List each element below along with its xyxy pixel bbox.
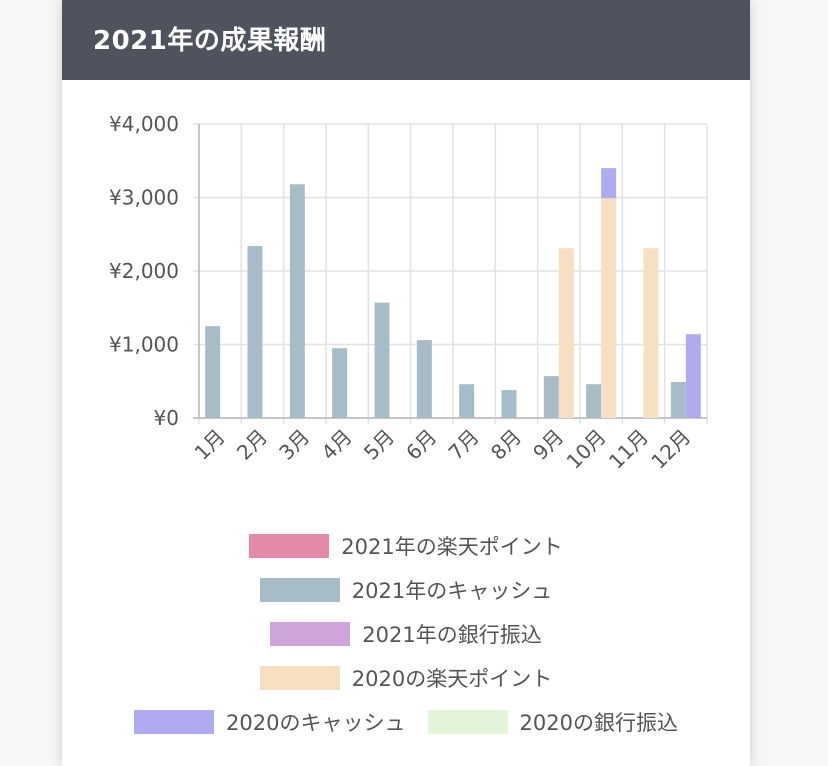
bar-2021年のキャッシュ — [459, 384, 475, 418]
x-tick-label: 3月 — [274, 425, 314, 465]
bar-2021年のキャッシュ — [247, 246, 263, 418]
legend-label: 2020の楽天ポイント — [351, 667, 553, 691]
x-tick-label: 8月 — [486, 425, 526, 465]
y-tick-label: ¥4,000 — [109, 112, 179, 136]
y-tick-label: ¥3,000 — [109, 186, 179, 210]
legend-swatch — [134, 710, 215, 734]
legend-row: 2021年の銀行振込 — [62, 619, 750, 649]
legend-swatch — [427, 710, 508, 734]
x-tick-label: 5月 — [359, 425, 399, 465]
bar-2021年のキャッシュ — [205, 326, 221, 418]
legend-label: 2020のキャッシュ — [226, 711, 406, 735]
x-tick-label: 4月 — [317, 425, 357, 465]
y-tick-label: ¥2,000 — [109, 259, 179, 283]
legend-swatch — [249, 534, 330, 558]
y-tick-label: ¥1,000 — [109, 333, 179, 357]
bar-2020の楽天ポイント — [601, 198, 617, 418]
legend-label: 2020の銀行振込 — [519, 711, 678, 735]
x-tick-label: 2月 — [232, 425, 272, 465]
bar-2020の楽天ポイント — [643, 248, 659, 418]
legend-row: 2020の楽天ポイント — [62, 663, 750, 693]
legend-item[interactable]: 2021年の銀行振込 — [270, 619, 542, 649]
legend-item[interactable]: 2020の銀行振込 — [427, 707, 678, 737]
legend-swatch — [259, 666, 340, 690]
legend-label: 2021年のキャッシュ — [351, 579, 553, 603]
bar-2020のキャッシュ — [601, 168, 617, 199]
x-tick-label: 7月 — [444, 425, 484, 465]
legend-item[interactable]: 2020のキャッシュ — [134, 707, 406, 737]
card-header: 2021年の成果報酬 — [62, 0, 750, 80]
bar-2020のキャッシュ — [685, 334, 701, 418]
rewards-card: 2021年の成果報酬 ¥0 ¥1,000 ¥2,000 ¥3,000 ¥4,000 1月 2… — [62, 0, 750, 766]
legend-swatch — [259, 578, 340, 602]
x-tick-label: 6月 — [401, 425, 441, 465]
legend-row: 2021年の楽天ポイント — [62, 531, 750, 561]
bar-2021年のキャッシュ — [543, 376, 559, 418]
bar-2021年のキャッシュ — [416, 340, 432, 418]
legend-label: 2021年の銀行振込 — [362, 623, 542, 647]
legend-item[interactable]: 2021年のキャッシュ — [259, 575, 553, 605]
bar-2021年のキャッシュ — [289, 184, 305, 418]
legend-swatch — [270, 622, 351, 646]
bar-2020の楽天ポイント — [558, 248, 574, 418]
x-tick-label: 10月 — [562, 425, 611, 474]
bar-2021年のキャッシュ — [501, 390, 517, 418]
bar-2021年のキャッシュ — [332, 348, 348, 418]
bar-2021年のキャッシュ — [670, 381, 686, 418]
bar-2021年のキャッシュ — [374, 302, 390, 418]
bar-2021年のキャッシュ — [586, 384, 602, 418]
legend-row: 2020のキャッシュ 2020の銀行振込 — [62, 707, 750, 737]
x-tick-label: 12月 — [646, 425, 695, 474]
legend-item[interactable]: 2020の楽天ポイント — [259, 663, 553, 693]
legend-label: 2021年の楽天ポイント — [341, 535, 563, 559]
legend-item[interactable]: 2021年の楽天ポイント — [249, 531, 563, 561]
x-tick-label: 1月 — [190, 425, 230, 465]
y-tick-label: ¥0 — [154, 406, 179, 430]
x-tick-label: 11月 — [604, 425, 653, 474]
card-title: 2021年の成果報酬 — [93, 26, 327, 56]
rewards-bar-chart: ¥0 ¥1,000 ¥2,000 ¥3,000 ¥4,000 1月 2月 3月 4月 5月 6月 7月… — [109, 112, 708, 474]
legend-row: 2021年のキャッシュ — [62, 575, 750, 605]
